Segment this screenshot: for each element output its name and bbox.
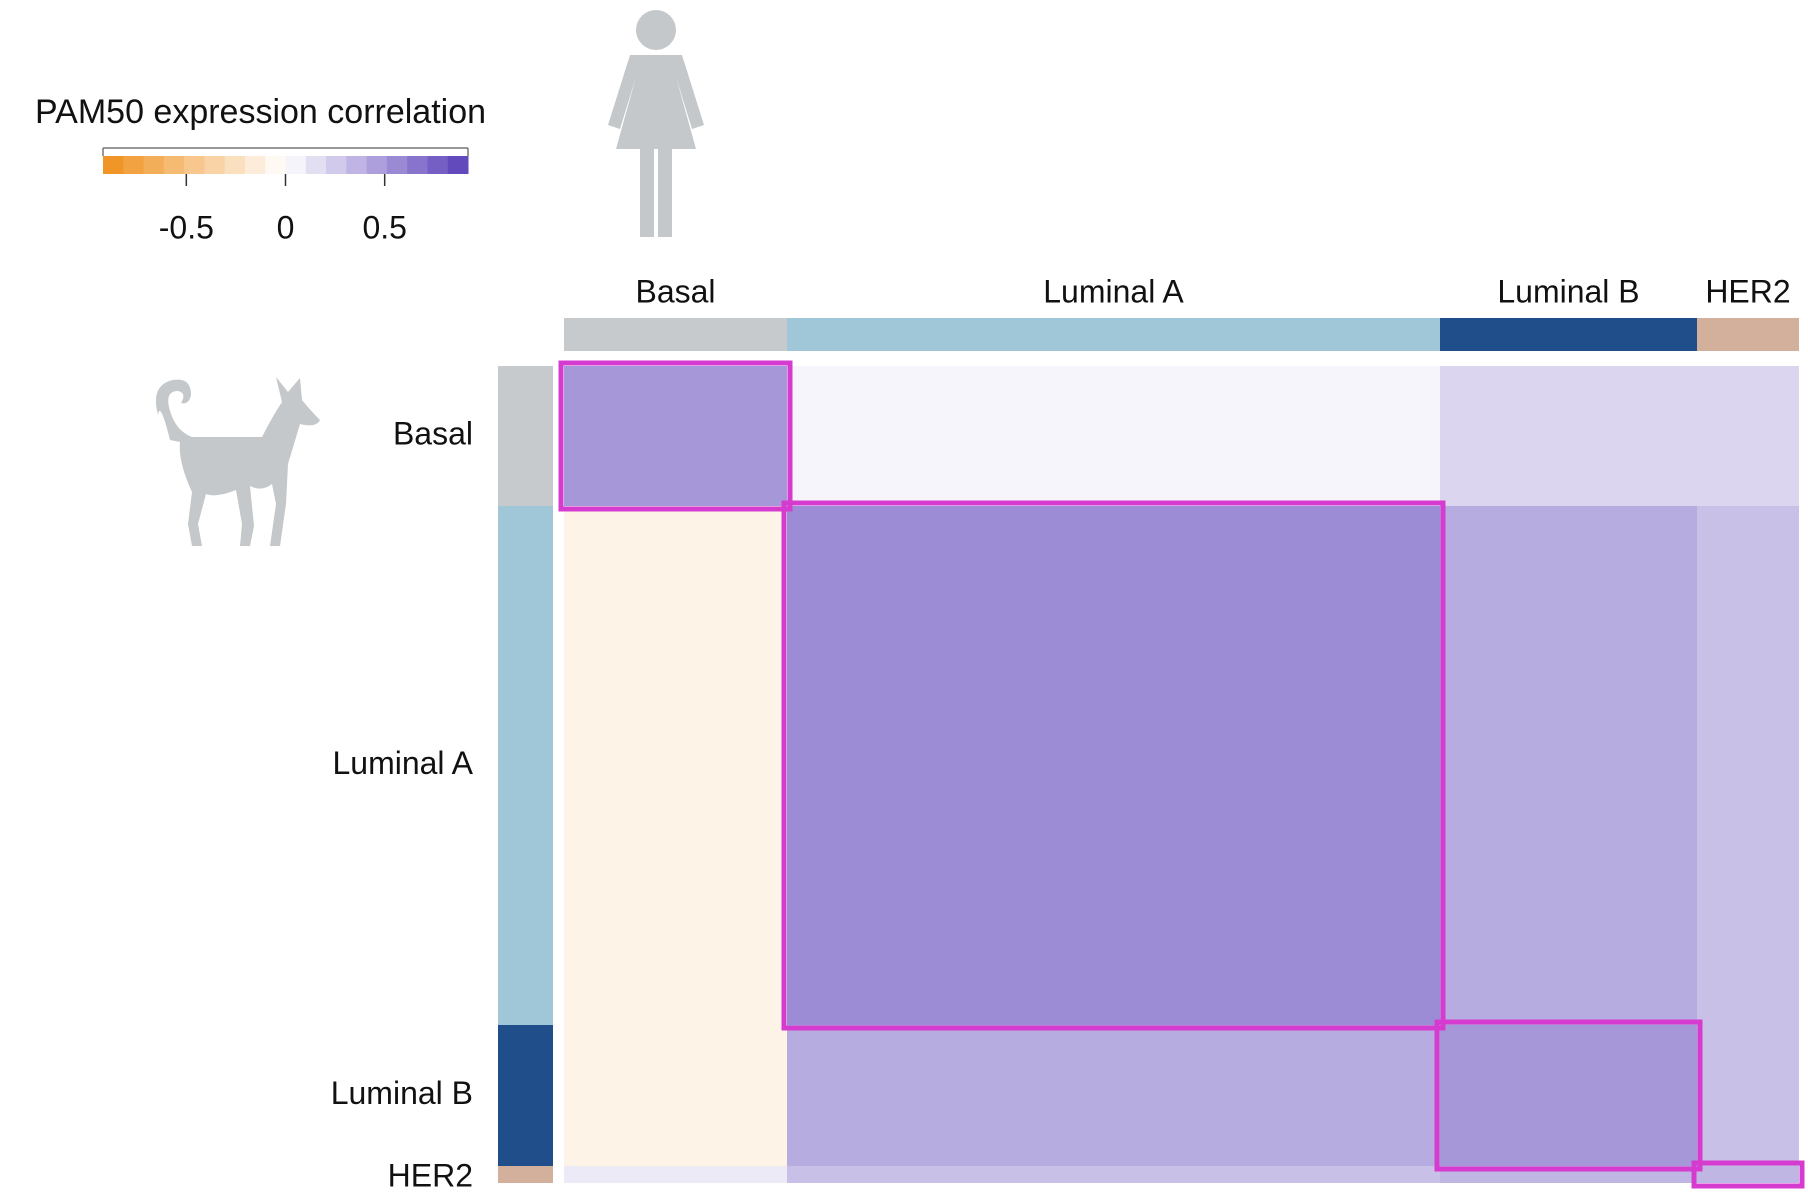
- row-group-bar: [498, 506, 553, 1025]
- row-label: HER2: [388, 1157, 473, 1193]
- heatmap-cell: [564, 1166, 787, 1183]
- colorbar-title: PAM50 expression correlation: [35, 93, 486, 131]
- colorbar-segment: [204, 156, 225, 174]
- heatmap-cell: [1697, 1025, 1799, 1166]
- row-group-bar: [498, 366, 553, 506]
- heatmap-cell: [1440, 506, 1697, 1025]
- heatmap-cell: [1697, 1166, 1799, 1183]
- heatmap-cell: [787, 366, 1440, 506]
- row-group-bar: [498, 1025, 553, 1166]
- heatmap-cell: [564, 506, 787, 1025]
- row-label: Luminal B: [331, 1075, 473, 1111]
- dog-icon: [156, 377, 320, 546]
- heatmap-cell: [1440, 1025, 1697, 1166]
- column-group-bar: [1697, 318, 1799, 351]
- heatmap-cell: [1440, 366, 1697, 506]
- colorbar-segment: [265, 156, 286, 174]
- colorbar-segment: [448, 156, 469, 174]
- heatmap-cell: [787, 506, 1440, 1025]
- colorbar-segment: [326, 156, 347, 174]
- column-label: Luminal A: [1043, 273, 1184, 309]
- colorbar-segment: [225, 156, 246, 174]
- heatmap-cell: [1697, 506, 1799, 1025]
- colorbar-segment: [286, 156, 307, 174]
- colorbar-tick-label: 0: [277, 209, 295, 245]
- colorbar-segment: [103, 156, 124, 174]
- colorbar-segment: [144, 156, 165, 174]
- colorbar-segment: [123, 156, 144, 174]
- colorbar-segment: [346, 156, 367, 174]
- row-label: Luminal A: [332, 745, 473, 781]
- colorbar-segment: [407, 156, 428, 174]
- heatmap-cell: [787, 1166, 1440, 1183]
- human-icon: [608, 10, 704, 237]
- colorbar-tick-label: -0.5: [159, 209, 214, 245]
- column-group-bar: [564, 318, 787, 351]
- heatmap-cell: [564, 1025, 787, 1166]
- colorbar-segment: [367, 156, 388, 174]
- colorbar-segment: [245, 156, 266, 174]
- heatmap-cell: [787, 1025, 1440, 1166]
- column-group-bar: [1440, 318, 1697, 351]
- colorbar-segment: [184, 156, 205, 174]
- row-group-bar: [498, 1166, 553, 1183]
- colorbar-segment: [306, 156, 327, 174]
- row-label: Basal: [393, 415, 473, 451]
- column-label: Luminal B: [1497, 273, 1639, 309]
- heatmap-cell: [564, 366, 787, 506]
- heatmap-cell: [1697, 366, 1799, 506]
- column-group-bar: [787, 318, 1440, 351]
- colorbar-segment: [427, 156, 448, 174]
- colorbar-tick-label: 0.5: [362, 209, 406, 245]
- chart: PAM50 expression correlation -0.5 0 0.5 Bas…: [0, 0, 1808, 1193]
- colorbar-segment: [164, 156, 185, 174]
- column-label: HER2: [1705, 273, 1790, 309]
- column-label: Basal: [635, 273, 715, 309]
- colorbar-segment: [387, 156, 408, 174]
